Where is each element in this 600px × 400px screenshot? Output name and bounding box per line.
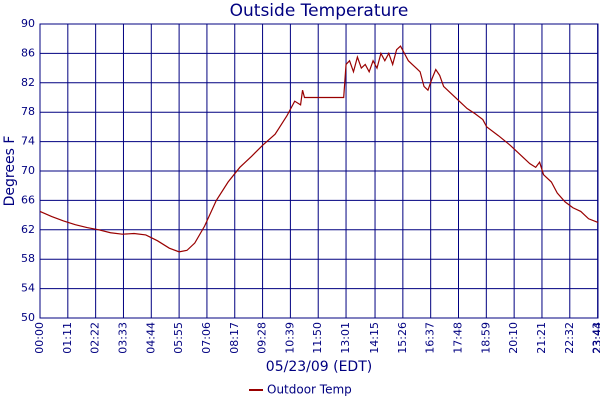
x-tick-label: 03:33 [116,322,129,354]
y-tick-label: 90 [21,17,35,30]
x-tick-label: 22:32 [563,322,576,354]
x-tick-label: 14:15 [368,322,381,354]
x-tick-label: 11:50 [311,322,324,354]
x-tick-label: 05:55 [172,322,185,354]
y-tick-label: 62 [21,223,35,236]
x-tick-label: 07:06 [200,322,213,354]
x-tick-label: 21:21 [535,322,548,354]
x-tick-label: 01:11 [61,322,74,354]
y-tick-label: 74 [21,135,35,148]
data-line [39,45,599,253]
x-tick-label: 10:39 [283,322,296,354]
legend-label: Outdoor Temp [267,383,352,397]
y-tick-label: 50 [21,311,35,324]
y-axis-label: Degrees F [2,136,18,207]
x-tick-label: 08:17 [228,322,241,354]
y-tick-label: 58 [21,252,35,265]
y-tick-label: 82 [21,76,35,89]
x-tick-label: 13:01 [339,322,352,354]
y-tick-label: 70 [21,164,35,177]
x-tick-label: 18:59 [479,322,492,354]
y-tick-label: 66 [21,193,35,206]
chart-title: Outside Temperature [230,1,409,21]
y-tick-label: 54 [21,282,35,295]
x-tick-label: 20:10 [507,322,520,354]
x-tick-label: 23:44 [591,322,600,354]
x-tick-label: 16:37 [424,322,437,354]
y-tick-label: 78 [21,105,35,118]
y-tick-label: 86 [21,46,35,59]
x-tick-label: 04:44 [144,322,157,354]
x-tick-label: 09:28 [256,322,269,354]
x-tick-label: 15:26 [396,322,409,354]
x-tick-label: 00:00 [33,322,46,354]
x-tick-label: 17:48 [452,322,465,354]
x-axis-label: 05/23/09 (EDT) [266,359,372,375]
x-tick-label: 23:43 [591,322,600,354]
x-tick-label: 02:22 [89,322,102,354]
